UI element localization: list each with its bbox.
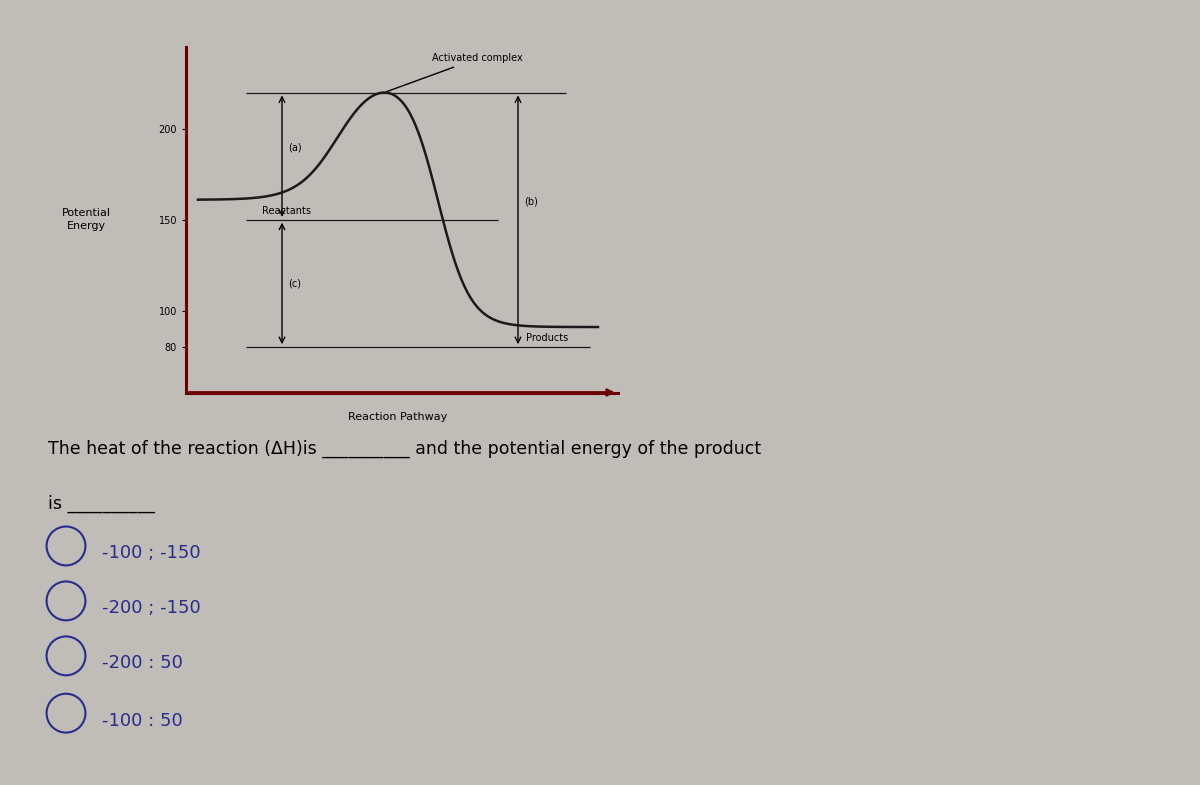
Text: -200 ; -150: -200 ; -150 [102, 600, 200, 617]
Text: Reaction Pathway: Reaction Pathway [348, 412, 448, 422]
Text: Reactants: Reactants [262, 206, 311, 216]
Text: Potential
Energy: Potential Energy [61, 208, 110, 232]
Text: -200 : 50: -200 : 50 [102, 655, 182, 672]
Text: is __________: is __________ [48, 495, 155, 513]
Text: (b): (b) [524, 196, 538, 206]
Text: Products: Products [526, 334, 569, 343]
Text: -100 : 50: -100 : 50 [102, 712, 182, 729]
Text: (c): (c) [288, 279, 301, 288]
Text: (a): (a) [288, 142, 301, 152]
Text: Activated complex: Activated complex [386, 53, 523, 92]
Text: -100 ; -150: -100 ; -150 [102, 545, 200, 562]
Text: The heat of the reaction (ΔH)is __________ and the potential energy of the produ: The heat of the reaction (ΔH)is ________… [48, 440, 761, 458]
